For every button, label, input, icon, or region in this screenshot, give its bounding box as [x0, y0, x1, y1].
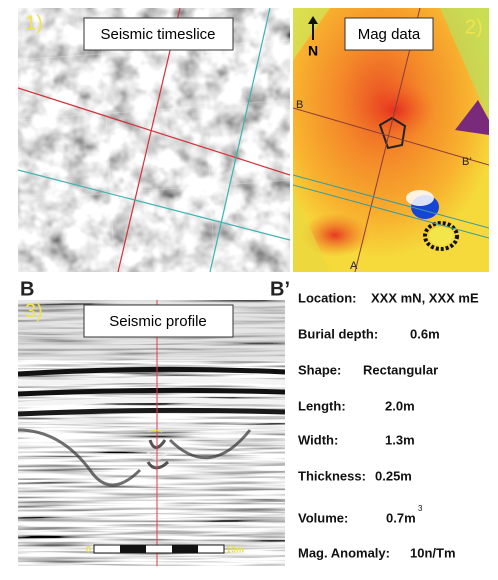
property-label: Volume:	[298, 510, 348, 525]
profile-end: B	[20, 278, 34, 300]
property-label: Width:	[298, 432, 338, 447]
property-label: Thickness:	[298, 468, 366, 483]
panel-number: 2)	[465, 16, 483, 38]
property-value: 10n/Tm	[410, 545, 456, 560]
scale-label: 0	[86, 544, 91, 554]
properties: Location: XXX mN, XXX mE Burial depth: 0…	[298, 290, 479, 560]
north-arrow-head	[308, 16, 318, 24]
property-value: 1.3m	[385, 432, 415, 447]
property-label: Length:	[298, 398, 346, 413]
line-label: A	[350, 260, 358, 272]
property-value: 0.6m	[410, 326, 440, 341]
scale-label: 10m	[226, 544, 244, 554]
line-label: B’	[462, 156, 472, 168]
property-superscript: 3	[418, 504, 423, 513]
property-value: 0.7m	[386, 510, 416, 525]
property-value: 2.0m	[385, 398, 415, 413]
property-label: Mag. Anomaly:	[298, 545, 390, 560]
property-value: 0.25m	[375, 468, 412, 483]
panel-title: Mag data	[358, 26, 421, 43]
panel-title: Seismic timeslice	[100, 26, 215, 43]
property-value: XXX mN, XXX mE	[371, 290, 479, 305]
timeslice-panel	[18, 8, 290, 272]
scale-bar	[93, 544, 225, 554]
north-label: N	[308, 43, 318, 59]
title-box	[83, 304, 234, 338]
property-label: Burial depth:	[298, 326, 378, 341]
panel-number: 1)	[25, 12, 43, 34]
property-label: Shape:	[298, 362, 341, 377]
property-value: Rectangular	[363, 362, 438, 377]
panel-number: 3)	[25, 300, 43, 322]
title-box	[344, 17, 434, 51]
property-label: Location:	[298, 290, 357, 305]
profile-panel	[18, 300, 285, 566]
mag-panel	[293, 8, 489, 272]
panel-title: Seismic profile	[109, 313, 207, 330]
profile-end: B’	[270, 278, 290, 300]
title-box	[83, 17, 234, 51]
line-label: B	[296, 99, 303, 111]
